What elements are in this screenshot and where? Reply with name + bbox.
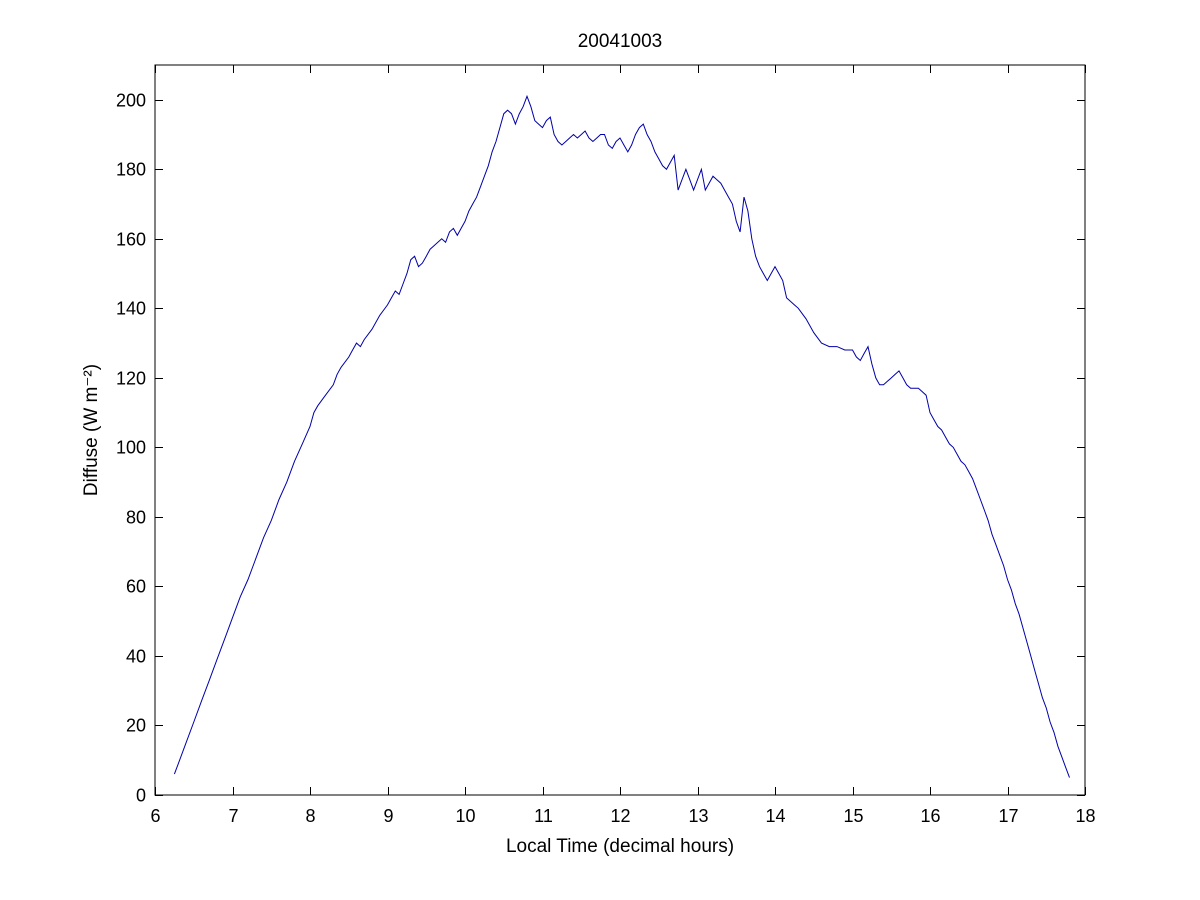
x-tick-label: 6 (150, 806, 160, 826)
x-tick-label: 8 (305, 806, 315, 826)
y-axis-label: Diffuse (W m⁻²) (81, 363, 102, 497)
y-tick-label: 120 (116, 369, 146, 389)
x-tick-label: 10 (455, 806, 475, 826)
chart-title: 20041003 (577, 31, 663, 52)
y-tick-label: 140 (116, 299, 146, 319)
y-tick-label: 0 (136, 786, 146, 806)
x-tick-label: 13 (688, 806, 708, 826)
x-tick-label: 16 (920, 806, 940, 826)
x-tick-label: 12 (610, 806, 630, 826)
x-tick-label: 15 (843, 806, 863, 826)
x-tick-label: 7 (228, 806, 238, 826)
y-tick-label: 40 (126, 647, 146, 667)
y-tick-label: 180 (116, 160, 146, 180)
plot-box (154, 64, 1086, 796)
x-tick-label: 17 (998, 806, 1018, 826)
y-tick-label: 20 (126, 716, 146, 736)
y-tick-label: 100 (116, 438, 146, 458)
data-series-line (173, 94, 1070, 778)
x-tick-label: 9 (383, 806, 393, 826)
x-tick-label: 18 (1075, 806, 1095, 826)
x-axis-label: Local Time (decimal hours) (505, 836, 735, 857)
y-tick-label: 60 (126, 577, 146, 597)
x-tick-label: 11 (534, 806, 553, 826)
x-tick-label: 14 (765, 806, 785, 826)
y-tick-label: 80 (126, 508, 146, 528)
y-tick-label: 200 (116, 91, 146, 111)
y-tick-label: 160 (116, 230, 146, 250)
